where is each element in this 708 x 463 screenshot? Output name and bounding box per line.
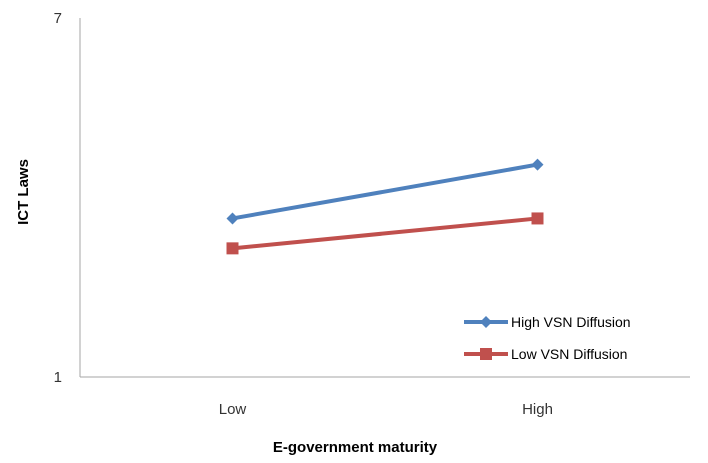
x-tick-label: Low xyxy=(219,401,247,418)
x-tick-label: High xyxy=(522,401,553,418)
data-point xyxy=(226,242,239,255)
data-point xyxy=(226,212,239,225)
data-point xyxy=(531,212,544,225)
legend: High VSN Diffusion Low VSN Diffusion xyxy=(464,314,631,362)
y-axis-title: ICT Laws xyxy=(15,159,32,225)
y-tick-labels: 17 xyxy=(54,10,62,386)
y-tick-label: 1 xyxy=(54,369,62,386)
legend-marker xyxy=(480,316,492,328)
legend-item: High VSN Diffusion xyxy=(464,314,631,330)
series-layer xyxy=(226,158,544,255)
series-line xyxy=(232,216,538,251)
legend-label: Low VSN Diffusion xyxy=(511,346,627,362)
legend-marker xyxy=(480,348,492,360)
y-tick-label: 7 xyxy=(54,10,62,27)
legend-item: Low VSN Diffusion xyxy=(464,346,627,362)
legend-label: High VSN Diffusion xyxy=(511,314,631,330)
x-tick-labels: Low High xyxy=(219,401,553,418)
data-point xyxy=(531,158,544,171)
x-axis-title: E-government maturity xyxy=(273,439,438,456)
series-line xyxy=(232,162,538,221)
series-1 xyxy=(226,158,544,225)
series-2 xyxy=(226,212,544,255)
axes xyxy=(79,18,690,378)
